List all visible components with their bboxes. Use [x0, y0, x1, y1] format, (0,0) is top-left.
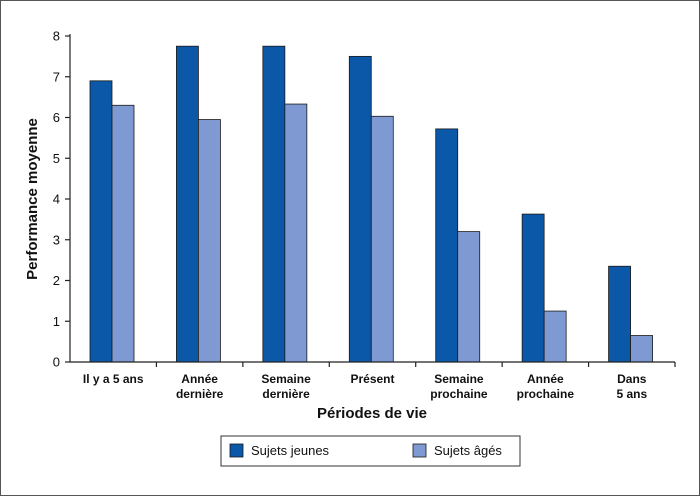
- bar-sujets-ages: [198, 119, 221, 363]
- legend-swatch: [412, 443, 427, 458]
- y-tick-label: 0: [53, 355, 60, 370]
- x-category-label: Présent: [350, 372, 394, 386]
- x-category-label: Année: [181, 372, 218, 386]
- legend-box: [220, 435, 521, 467]
- y-tick-label: 1: [53, 314, 60, 329]
- y-tick-label: 8: [53, 29, 60, 44]
- bar-sujets-jeunes: [608, 265, 631, 363]
- x-category-label: dernière: [176, 387, 224, 401]
- x-category-label: Année: [527, 372, 564, 386]
- x-category-label: Semaine: [261, 372, 311, 386]
- y-tick-label: 4: [53, 192, 60, 207]
- y-axis: 0 1 2 3 4 5 6 7 8: [53, 29, 71, 370]
- y-tick-label: 5: [53, 151, 60, 166]
- x-category-label: Semaine: [434, 372, 484, 386]
- x-axis: Il y a 5 ans AnnéedernièreSemainedernière…: [70, 361, 676, 401]
- y-tick-label: 7: [53, 69, 60, 84]
- x-category-label: Dans: [617, 372, 647, 386]
- bar-sujets-ages: [457, 231, 481, 363]
- bar-sujets-jeunes: [89, 80, 113, 363]
- bar-sujets-jeunes: [521, 213, 545, 363]
- x-axis-title: Périodes de vie: [317, 405, 427, 422]
- y-tick-label: 2: [53, 273, 60, 288]
- y-tick-label: 6: [53, 110, 60, 125]
- bar-sujets-jeunes: [435, 128, 459, 363]
- bar-sujets-ages: [111, 104, 135, 363]
- x-category-label: prochaine: [430, 387, 488, 401]
- y-tick-label: 3: [53, 232, 60, 247]
- bar-sujets-jeunes: [262, 45, 286, 363]
- x-category-label: Il y a 5 ans: [83, 372, 144, 386]
- bar-sujets-jeunes: [176, 45, 199, 363]
- bar-sujets-ages: [370, 115, 394, 363]
- legend: Sujets jeunes Sujets âgés: [220, 435, 521, 467]
- bars-group: [89, 45, 653, 363]
- x-category-label: 5 ans: [616, 387, 647, 401]
- x-category-label: dernière: [262, 387, 310, 401]
- bar-sujets-jeunes: [348, 55, 372, 363]
- legend-label: Sujets âgés: [434, 443, 502, 458]
- legend-swatch: [229, 443, 244, 458]
- bar-sujets-ages: [284, 103, 308, 363]
- bar-sujets-ages: [630, 335, 653, 363]
- legend-label: Sujets jeunes: [251, 443, 330, 458]
- bar-sujets-ages: [543, 310, 567, 363]
- y-axis-title: Performance moyenne: [24, 118, 41, 280]
- x-category-label: prochaine: [517, 387, 575, 401]
